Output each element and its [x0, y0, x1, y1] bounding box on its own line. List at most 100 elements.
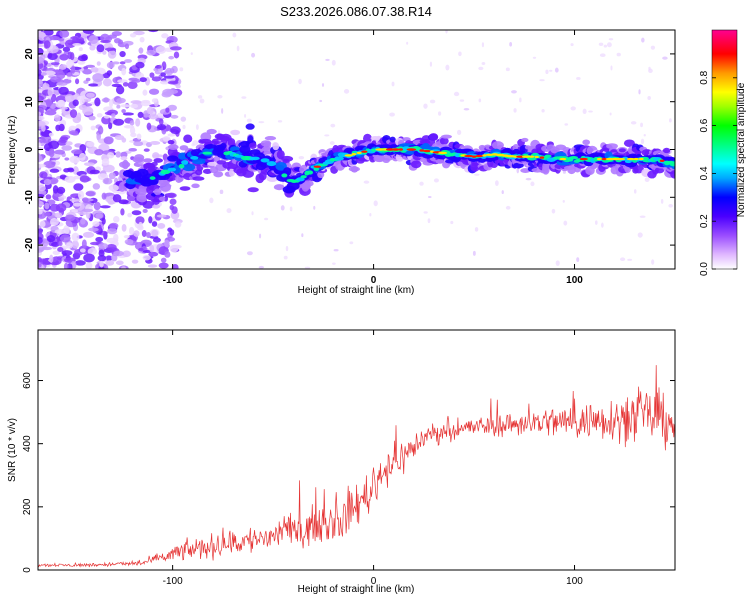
- snr-ylabel: SNR (10 * v/v): [7, 418, 18, 482]
- heatmap-ridge-halo: [263, 141, 271, 151]
- heatmap-ridge-peak: [419, 149, 425, 152]
- heatmap-noise-blob: [456, 129, 462, 136]
- heatmap-noise-blob: [97, 242, 109, 249]
- heatmap-noise-blob: [64, 214, 76, 222]
- heatmap-noise-blob: [163, 75, 175, 79]
- heatmap-noise-blob: [641, 37, 645, 43]
- heatmap-noise-blob: [601, 222, 604, 228]
- heatmap-noise-blob: [102, 177, 113, 185]
- heatmap-noise-blob: [603, 44, 608, 48]
- heatmap-noise-blob: [127, 81, 138, 90]
- heatmap-noise-blob: [43, 160, 56, 169]
- heatmap-ridge-peak: [356, 151, 362, 155]
- snr-xtick-label: -100: [163, 576, 183, 587]
- heatmap-noise-blob: [549, 69, 553, 72]
- heatmap-noise-blob: [105, 243, 117, 251]
- heatmap-noise-blob: [152, 154, 164, 158]
- heatmap-noise-blob: [123, 234, 130, 239]
- heatmap-xtick-label: -100: [163, 275, 183, 286]
- heatmap-noise-blob: [122, 112, 134, 116]
- heatmap-noise-blob: [142, 255, 151, 261]
- heatmap-ridge-peak: [361, 150, 368, 153]
- heatmap-noise-blob: [85, 191, 96, 197]
- heatmap-noise-blob: [137, 111, 144, 119]
- heatmap-noise-blob: [643, 133, 646, 137]
- heatmap-ridge-inner: [300, 175, 307, 179]
- heatmap-noise-blob: [130, 132, 137, 138]
- heatmap-noise-blob: [199, 98, 205, 104]
- heatmap-noise-blob: [167, 104, 177, 111]
- heatmap-ridge-inner: [260, 158, 270, 163]
- heatmap-ridge-peak: [632, 157, 640, 161]
- heatmap-noise-blob: [57, 99, 66, 107]
- heatmap-noise-blob: [83, 253, 95, 263]
- heatmap-noise-blob: [102, 50, 107, 55]
- heatmap-noise-blob: [108, 172, 116, 180]
- heatmap-noise-blob: [124, 239, 134, 245]
- heatmap-noise-blob: [38, 193, 45, 198]
- heatmap-ridge-peak: [528, 155, 535, 158]
- heatmap-noise-blob: [599, 53, 606, 57]
- heatmap-noise-blob: [74, 260, 86, 266]
- heatmap-noise-blob: [113, 215, 120, 223]
- heatmap-noise-blob: [55, 82, 68, 86]
- heatmap-noise-blob: [101, 158, 110, 166]
- heatmap-ridge-halo: [202, 168, 213, 174]
- heatmap-ridge-halo: [301, 180, 314, 187]
- heatmap-ridge-halo: [281, 155, 294, 162]
- heatmap-noise-blob: [141, 230, 147, 238]
- heatmap-xtick-label: 100: [566, 275, 583, 286]
- heatmap-ridge-halo: [206, 128, 217, 135]
- heatmap-noise-blob: [438, 111, 442, 116]
- heatmap-noise-blob: [627, 258, 633, 261]
- heatmap-noise-blob: [81, 239, 87, 249]
- heatmap-ridge-halo: [348, 166, 360, 172]
- heatmap-noise-blob: [151, 221, 158, 227]
- heatmap-noise-blob: [277, 120, 283, 123]
- heatmap-ridge-halo: [582, 139, 590, 146]
- heatmap-noise-blob: [369, 213, 372, 217]
- heatmap-noise-blob: [73, 202, 82, 207]
- heatmap-ridge-peak: [626, 157, 635, 161]
- heatmap-noise-blob: [101, 217, 106, 225]
- heatmap-noise-blob: [130, 100, 142, 104]
- heatmap-noise-blob: [89, 45, 96, 51]
- heatmap-noise-blob: [59, 136, 69, 141]
- snr-ytick-label: 0: [22, 567, 33, 573]
- heatmap-ridge-halo: [247, 187, 259, 193]
- heatmap-ridge-halo: [242, 169, 254, 178]
- heatmap-noise-blob: [173, 51, 180, 59]
- heatmap-noise-blob: [58, 123, 65, 132]
- heatmap-noise-blob: [135, 216, 145, 225]
- heatmap-noise-blob: [640, 138, 645, 145]
- heatmap-ridge-halo: [662, 147, 671, 154]
- heatmap-noise-blob: [167, 80, 179, 85]
- heatmap-noise-blob: [258, 265, 265, 269]
- heatmap-ridge-peak: [344, 154, 353, 157]
- heatmap-noise-blob: [62, 46, 71, 53]
- heatmap-ridge-core: [172, 165, 181, 174]
- heatmap-noise-blob: [149, 72, 155, 78]
- heatmap-noise-blob: [481, 61, 486, 66]
- heatmap-ridge-halo: [654, 167, 665, 174]
- heatmap-noise-blob: [64, 94, 75, 103]
- heatmap-noise-blob: [109, 222, 119, 229]
- heatmap-ridge-halo: [623, 139, 635, 147]
- heatmap-noise-blob: [280, 205, 285, 211]
- heatmap-noise-blob: [85, 77, 91, 82]
- heatmap-noise-blob: [51, 256, 62, 266]
- heatmap-noise-blob: [264, 217, 269, 221]
- heatmap-noise-blob: [562, 200, 565, 203]
- heatmap-ridge-halo: [363, 133, 372, 144]
- heatmap-ridge-peak: [464, 154, 474, 158]
- heatmap-noise-blob: [62, 78, 72, 84]
- heatmap-ridge-halo: [247, 135, 254, 145]
- heatmap-ridge-halo: [213, 171, 224, 178]
- heatmap-noise-blob: [570, 43, 574, 47]
- heatmap-noise-blob: [78, 47, 83, 52]
- heatmap-noise-blob: [96, 113, 103, 118]
- heatmap-noise-blob: [285, 245, 289, 252]
- heatmap-noise-blob: [541, 108, 545, 113]
